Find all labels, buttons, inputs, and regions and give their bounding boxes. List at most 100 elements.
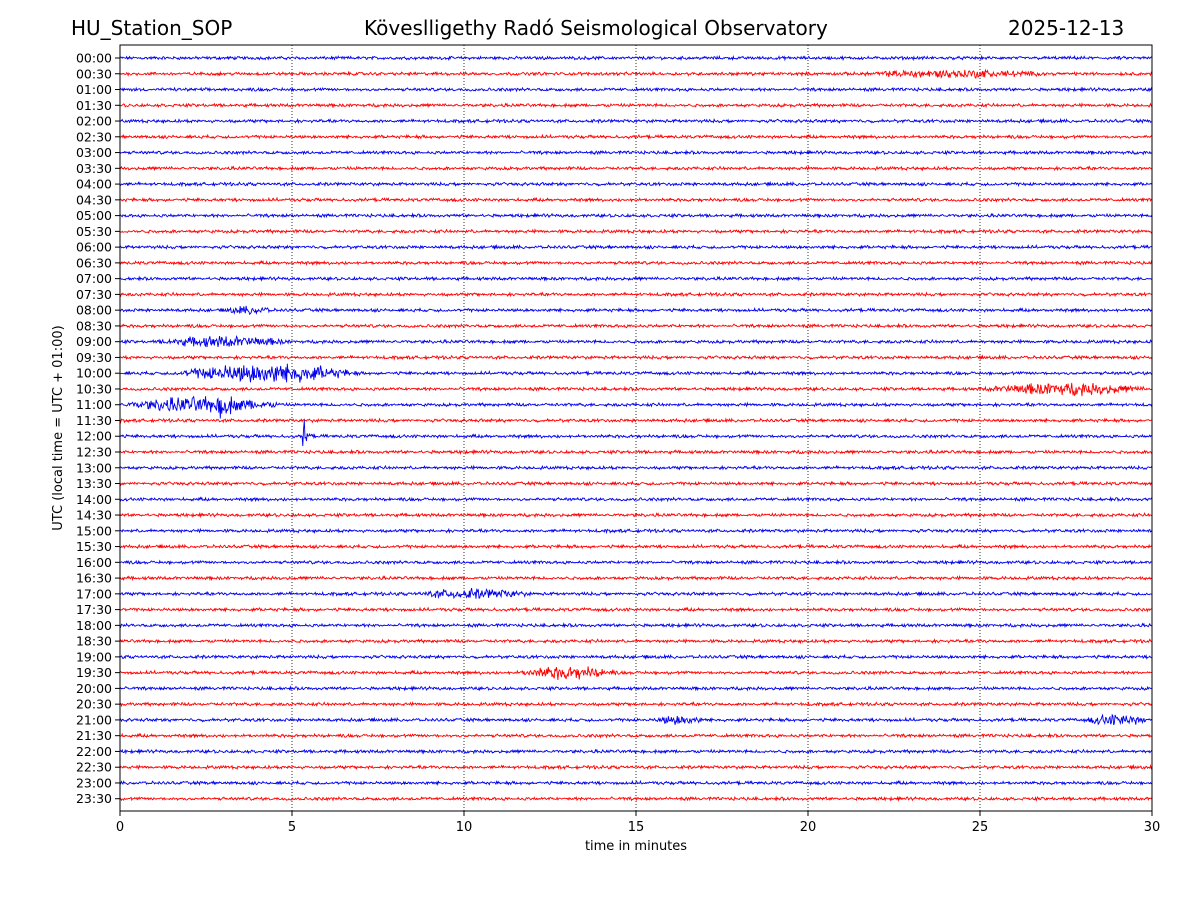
y-tick-label: 11:00 xyxy=(76,397,112,412)
y-tick-label: 02:30 xyxy=(76,129,112,144)
trace-0830 xyxy=(119,322,1153,329)
y-tick-label: 20:30 xyxy=(76,697,112,712)
grid-lines xyxy=(291,45,981,811)
y-tick-label: 12:00 xyxy=(76,429,112,444)
trace-0530 xyxy=(119,228,1153,235)
x-tick-label: 10 xyxy=(456,820,473,835)
y-tick-label: 13:30 xyxy=(76,476,112,491)
trace-0230 xyxy=(119,133,1153,140)
y-tick-label: 19:30 xyxy=(76,665,112,680)
trace-1830 xyxy=(119,638,1153,645)
y-tick-label: 18:30 xyxy=(76,634,112,649)
trace-1400 xyxy=(119,495,1153,503)
trace-0100 xyxy=(119,86,1153,93)
trace-1500 xyxy=(119,527,1153,535)
y-tick-label: 14:30 xyxy=(76,508,112,523)
y-tick-label: 05:00 xyxy=(76,208,112,223)
trace-0030 xyxy=(119,68,1153,79)
trace-0930 xyxy=(119,354,1153,361)
trace-0400 xyxy=(119,180,1153,188)
y-tick-label: 04:30 xyxy=(76,192,112,207)
trace-1000 xyxy=(119,363,1153,383)
y-tick-label: 10:00 xyxy=(76,366,112,381)
x-tick-label: 25 xyxy=(972,820,989,835)
trace-2300 xyxy=(119,779,1153,787)
trace-1300 xyxy=(119,464,1153,471)
trace-0130 xyxy=(119,102,1153,109)
y-tick-label: 17:30 xyxy=(76,602,112,617)
y-tick-label: 08:30 xyxy=(76,318,112,333)
y-tick-label: 15:30 xyxy=(76,539,112,554)
y-tick-label: 21:00 xyxy=(76,712,112,727)
y-tick-label: 13:00 xyxy=(76,460,112,475)
x-tick-label: 5 xyxy=(288,820,296,835)
y-tick-label: 09:00 xyxy=(76,334,112,349)
y-tick-label: 06:30 xyxy=(76,255,112,270)
y-tick-label: 04:00 xyxy=(76,177,112,192)
trace-1200 xyxy=(119,420,1153,447)
y-axis-ticks: 00:0000:3001:0001:3002:0002:3003:0003:30… xyxy=(76,51,120,806)
y-tick-label: 17:00 xyxy=(76,586,112,601)
trace-2330 xyxy=(119,795,1153,802)
y-tick-label: 08:00 xyxy=(76,303,112,318)
trace-1230 xyxy=(119,448,1153,456)
trace-0500 xyxy=(119,212,1153,219)
x-tick-label: 20 xyxy=(800,820,817,835)
trace-2230 xyxy=(119,763,1153,771)
trace-2200 xyxy=(119,748,1153,755)
x-tick-label: 0 xyxy=(116,820,124,835)
y-tick-label: 22:00 xyxy=(76,744,112,759)
seismic-traces xyxy=(119,54,1153,802)
y-tick-label: 00:30 xyxy=(76,66,112,81)
trace-1430 xyxy=(119,512,1153,519)
y-tick-label: 14:00 xyxy=(76,492,112,507)
trace-1530 xyxy=(119,543,1153,550)
y-tick-label: 09:30 xyxy=(76,350,112,365)
date-label: 2025-12-13 xyxy=(1008,16,1125,40)
trace-1900 xyxy=(119,653,1153,660)
trace-0300 xyxy=(119,149,1153,156)
y-tick-label: 22:30 xyxy=(76,760,112,775)
trace-2030 xyxy=(119,701,1153,708)
y-tick-label: 19:00 xyxy=(76,649,112,664)
station-label: HU_Station_SOP xyxy=(71,16,233,40)
trace-1330 xyxy=(119,480,1153,487)
trace-0900 xyxy=(119,335,1153,348)
y-tick-label: 12:30 xyxy=(76,445,112,460)
y-tick-label: 02:00 xyxy=(76,114,112,129)
y-tick-label: 15:00 xyxy=(76,523,112,538)
trace-0330 xyxy=(119,165,1153,172)
page-title: Köveslligethy Radó Seismological Observa… xyxy=(364,16,828,40)
trace-0430 xyxy=(119,196,1153,203)
y-tick-label: 16:00 xyxy=(76,555,112,570)
y-tick-label: 20:00 xyxy=(76,681,112,696)
trace-0600 xyxy=(119,243,1153,251)
trace-1930 xyxy=(119,666,1153,680)
y-tick-label: 10:30 xyxy=(76,381,112,396)
trace-2000 xyxy=(119,685,1153,692)
y-tick-label: 00:00 xyxy=(76,51,112,66)
trace-0630 xyxy=(119,259,1153,266)
trace-1630 xyxy=(119,574,1153,582)
y-tick-label: 01:30 xyxy=(76,98,112,113)
y-tick-label: 03:30 xyxy=(76,161,112,176)
y-tick-label: 18:00 xyxy=(76,618,112,633)
trace-1600 xyxy=(119,559,1153,566)
trace-0800 xyxy=(119,305,1153,316)
x-axis-label: time in minutes xyxy=(585,839,687,854)
trace-2130 xyxy=(119,732,1153,739)
x-tick-label: 30 xyxy=(1144,820,1161,835)
trace-1730 xyxy=(119,606,1153,613)
y-tick-label: 05:30 xyxy=(76,224,112,239)
y-tick-label: 06:00 xyxy=(76,240,112,255)
trace-2100 xyxy=(119,713,1153,726)
y-tick-label: 03:00 xyxy=(76,145,112,160)
y-tick-label: 07:30 xyxy=(76,287,112,302)
x-tick-label: 15 xyxy=(628,820,645,835)
trace-1030 xyxy=(119,382,1153,397)
y-tick-label: 16:30 xyxy=(76,571,112,586)
y-tick-label: 23:00 xyxy=(76,775,112,790)
y-tick-label: 11:30 xyxy=(76,413,112,428)
y-tick-label: 21:30 xyxy=(76,728,112,743)
